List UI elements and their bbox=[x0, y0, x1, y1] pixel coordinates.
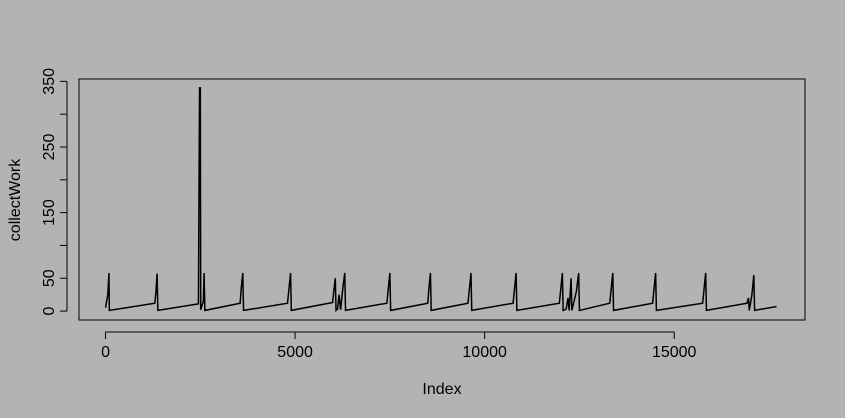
plot-box bbox=[78, 78, 806, 321]
x-tick-label: 0 bbox=[101, 344, 110, 361]
x-tick-label: 5000 bbox=[277, 344, 313, 361]
y-tick-label: 0 bbox=[41, 307, 58, 316]
x-axis-label: Index bbox=[422, 381, 461, 398]
y-axis-label: collectWork bbox=[7, 158, 24, 241]
y-tick-label: 350 bbox=[41, 68, 58, 95]
y-tick-label: 50 bbox=[41, 269, 58, 287]
y-tick-label: 150 bbox=[41, 199, 58, 226]
x-tick-label: 15000 bbox=[652, 344, 697, 361]
y-tick-label: 250 bbox=[41, 134, 58, 161]
x-tick-label: 10000 bbox=[462, 344, 507, 361]
data-line bbox=[104, 87, 777, 313]
